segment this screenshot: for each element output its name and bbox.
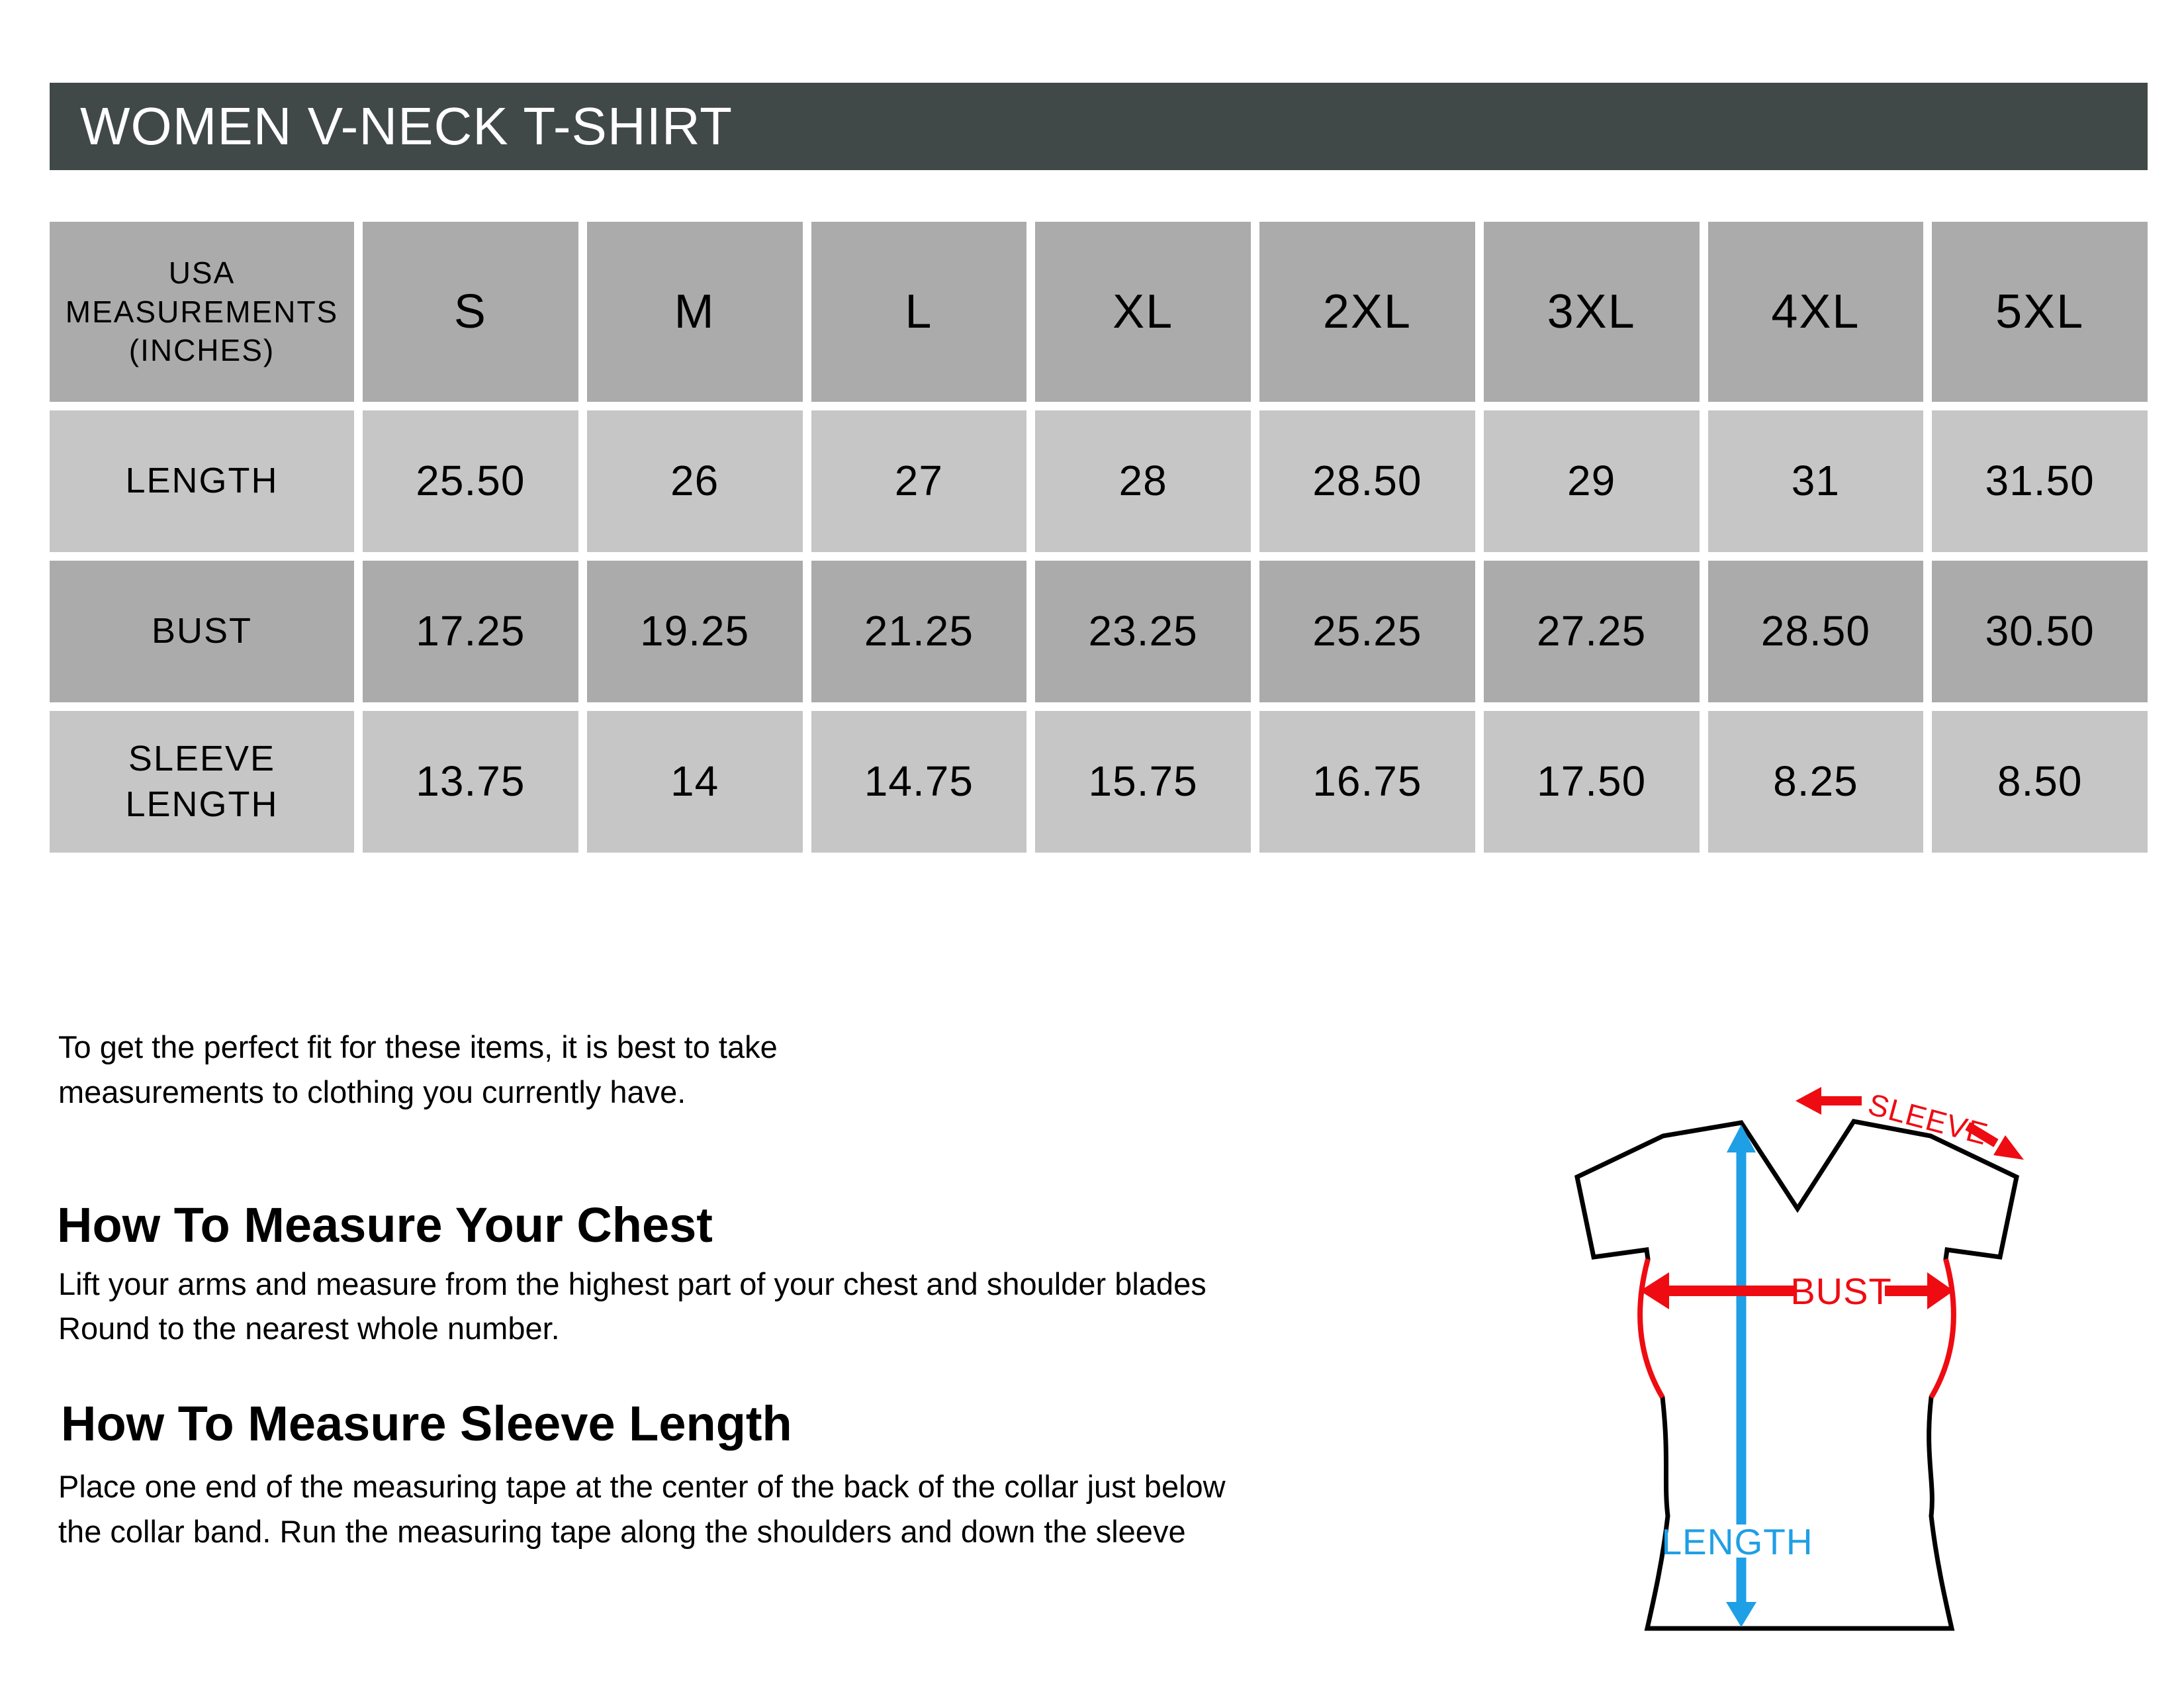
- length-arrowhead-down: [1726, 1602, 1756, 1627]
- size-col-header-s: S: [363, 222, 578, 402]
- cell-bust-s: 17.25: [363, 561, 578, 702]
- cell-bust-2xl: 25.25: [1259, 561, 1475, 702]
- row-label-bust: BUST: [50, 561, 354, 702]
- cell-sleeve-xl: 15.75: [1035, 711, 1251, 853]
- cell-sleeve-4xl: 8.25: [1707, 711, 1924, 853]
- fit-intro-text: To get the perfect fit for these items, …: [58, 1029, 778, 1109]
- chest-section-heading: How To Measure Your Chest: [57, 1197, 713, 1252]
- right-bust-seam-arc: [1929, 1258, 1956, 1399]
- chest-section-text: Lift your arms and measure from the high…: [58, 1266, 1206, 1346]
- cell-length-s: 25.50: [363, 410, 578, 552]
- bust-arrowhead-right: [1927, 1272, 1954, 1309]
- sleeve-arrowhead-left: [1796, 1087, 1821, 1115]
- cell-bust-m: 19.25: [586, 561, 803, 702]
- sleeve-section-heading: How To Measure Sleeve Length: [61, 1396, 792, 1451]
- size-col-header-l: L: [811, 222, 1027, 402]
- bust-arrowhead-left: [1640, 1272, 1669, 1309]
- cell-bust-3xl: 27.25: [1483, 561, 1700, 702]
- cell-bust-l: 21.25: [811, 561, 1027, 702]
- size-col-header-3xl: 3XL: [1483, 222, 1700, 402]
- cell-bust-xl: 23.25: [1035, 561, 1251, 702]
- cell-sleeve-l: 14.75: [811, 711, 1027, 853]
- cell-bust-4xl: 28.50: [1707, 561, 1924, 702]
- cell-length-xl: 28: [1035, 410, 1251, 552]
- cell-length-5xl: 31.50: [1932, 410, 2148, 552]
- row-label-length: LENGTH: [50, 410, 354, 552]
- cell-sleeve-5xl: 8.50: [1932, 711, 2148, 853]
- cell-length-m: 26: [586, 410, 803, 552]
- title-bar: WOMEN V-NECK T-SHIRT: [50, 83, 2148, 170]
- cell-bust-5xl: 30.50: [1932, 561, 2148, 702]
- page-title: WOMEN V-NECK T-SHIRT: [80, 97, 733, 156]
- size-col-header-5xl: 5XL: [1932, 222, 2148, 402]
- table-corner-header: USA MEASUREMENTS (INCHES): [50, 222, 354, 402]
- length-arrowhead-up: [1727, 1125, 1756, 1152]
- sleeve-arrowhead-right: [1993, 1135, 2024, 1160]
- row-label-sleeve-length: SLEEVE LENGTH: [50, 711, 354, 853]
- cell-length-3xl: 29: [1483, 410, 1700, 552]
- cell-sleeve-s: 13.75: [363, 711, 578, 853]
- length-label: LENGTH: [1661, 1521, 1813, 1562]
- cell-sleeve-m: 14: [586, 711, 803, 853]
- cell-length-4xl: 31: [1707, 410, 1924, 552]
- bust-label: BUST: [1790, 1270, 1891, 1312]
- size-col-header-m: M: [586, 222, 803, 402]
- size-col-header-2xl: 2XL: [1259, 222, 1475, 402]
- cell-length-l: 27: [811, 410, 1027, 552]
- sleeve-section-text: Place one end of the measuring tape at t…: [58, 1469, 1226, 1549]
- tshirt-measurement-diagram: LENGTH BUST SLEEVE: [1574, 1086, 2024, 1631]
- size-table: USA MEASUREMENTS (INCHES) S M L XL 2XL 3…: [50, 222, 2148, 853]
- size-col-header-xl: XL: [1035, 222, 1251, 402]
- cell-sleeve-2xl: 16.75: [1259, 711, 1475, 853]
- cell-length-2xl: 28.50: [1259, 410, 1475, 552]
- size-col-header-4xl: 4XL: [1707, 222, 1924, 402]
- sleeve-arrow-shaft-right: [1965, 1122, 1999, 1147]
- cell-sleeve-3xl: 17.50: [1483, 711, 1700, 853]
- left-bust-seam-arc: [1637, 1258, 1665, 1399]
